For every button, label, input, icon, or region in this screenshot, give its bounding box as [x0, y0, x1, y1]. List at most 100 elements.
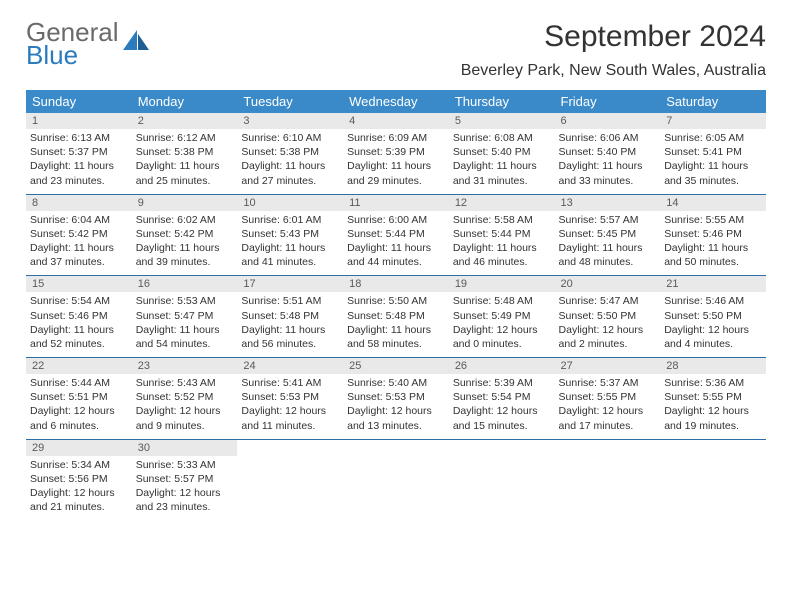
- day-cell: [237, 456, 343, 521]
- sunset-text: Sunset: 5:38 PM: [241, 145, 339, 159]
- day-number-row: 891011121314: [26, 194, 766, 211]
- day-cell: Sunrise: 5:39 AMSunset: 5:54 PMDaylight:…: [449, 374, 555, 439]
- daylight-line-1: Daylight: 12 hours: [453, 323, 551, 337]
- day-cell: Sunrise: 5:55 AMSunset: 5:46 PMDaylight:…: [660, 211, 766, 276]
- sunset-text: Sunset: 5:50 PM: [664, 309, 762, 323]
- sunrise-text: Sunrise: 5:48 AM: [453, 294, 551, 308]
- sunset-text: Sunset: 5:49 PM: [453, 309, 551, 323]
- daylight-line-1: Daylight: 11 hours: [347, 159, 445, 173]
- day-body-row: Sunrise: 5:44 AMSunset: 5:51 PMDaylight:…: [26, 374, 766, 439]
- sunset-text: Sunset: 5:38 PM: [136, 145, 234, 159]
- day-number: 19: [449, 276, 555, 293]
- sunrise-text: Sunrise: 5:37 AM: [559, 376, 657, 390]
- sunset-text: Sunset: 5:46 PM: [30, 309, 128, 323]
- sunrise-text: Sunrise: 5:39 AM: [453, 376, 551, 390]
- sunset-text: Sunset: 5:42 PM: [136, 227, 234, 241]
- day-number: 26: [449, 358, 555, 375]
- location-subtitle: Beverley Park, New South Wales, Australi…: [461, 62, 766, 80]
- day-number: 30: [132, 439, 238, 456]
- day-number: 25: [343, 358, 449, 375]
- weekday-header: Friday: [555, 90, 661, 113]
- day-number-row: 2930: [26, 439, 766, 456]
- daylight-line-2: and 25 minutes.: [136, 174, 234, 188]
- day-number: 24: [237, 358, 343, 375]
- daylight-line-2: and 48 minutes.: [559, 255, 657, 269]
- daylight-line-2: and 33 minutes.: [559, 174, 657, 188]
- daylight-line-1: Daylight: 12 hours: [664, 404, 762, 418]
- day-cell: Sunrise: 6:09 AMSunset: 5:39 PMDaylight:…: [343, 129, 449, 194]
- day-number: [237, 439, 343, 456]
- daylight-line-1: Daylight: 11 hours: [559, 159, 657, 173]
- sunrise-text: Sunrise: 5:58 AM: [453, 213, 551, 227]
- day-number: 21: [660, 276, 766, 293]
- weekday-header: Saturday: [660, 90, 766, 113]
- day-cell: Sunrise: 6:05 AMSunset: 5:41 PMDaylight:…: [660, 129, 766, 194]
- day-cell: Sunrise: 5:37 AMSunset: 5:55 PMDaylight:…: [555, 374, 661, 439]
- daylight-line-1: Daylight: 11 hours: [664, 241, 762, 255]
- sunset-text: Sunset: 5:53 PM: [347, 390, 445, 404]
- day-number: 16: [132, 276, 238, 293]
- sunrise-text: Sunrise: 6:13 AM: [30, 131, 128, 145]
- day-cell: Sunrise: 6:04 AMSunset: 5:42 PMDaylight:…: [26, 211, 132, 276]
- day-number: 13: [555, 194, 661, 211]
- day-cell: Sunrise: 5:46 AMSunset: 5:50 PMDaylight:…: [660, 292, 766, 357]
- day-number: 6: [555, 113, 661, 129]
- day-number-row: 15161718192021: [26, 276, 766, 293]
- day-cell: [660, 456, 766, 521]
- day-cell: Sunrise: 5:36 AMSunset: 5:55 PMDaylight:…: [660, 374, 766, 439]
- day-number: 4: [343, 113, 449, 129]
- sunset-text: Sunset: 5:54 PM: [453, 390, 551, 404]
- daylight-line-1: Daylight: 11 hours: [30, 241, 128, 255]
- sunrise-text: Sunrise: 6:08 AM: [453, 131, 551, 145]
- daylight-line-2: and 39 minutes.: [136, 255, 234, 269]
- day-number: 18: [343, 276, 449, 293]
- day-body-row: Sunrise: 6:04 AMSunset: 5:42 PMDaylight:…: [26, 211, 766, 276]
- day-number: 3: [237, 113, 343, 129]
- daylight-line-2: and 9 minutes.: [136, 419, 234, 433]
- day-number: [555, 439, 661, 456]
- sunrise-text: Sunrise: 6:06 AM: [559, 131, 657, 145]
- sunrise-text: Sunrise: 5:46 AM: [664, 294, 762, 308]
- sunrise-text: Sunrise: 5:54 AM: [30, 294, 128, 308]
- day-cell: Sunrise: 6:06 AMSunset: 5:40 PMDaylight:…: [555, 129, 661, 194]
- daylight-line-2: and 6 minutes.: [30, 419, 128, 433]
- sunrise-text: Sunrise: 6:02 AM: [136, 213, 234, 227]
- daylight-line-2: and 21 minutes.: [30, 500, 128, 514]
- day-number: 23: [132, 358, 238, 375]
- day-number: [660, 439, 766, 456]
- daylight-line-1: Daylight: 12 hours: [136, 486, 234, 500]
- daylight-line-1: Daylight: 11 hours: [136, 241, 234, 255]
- sunset-text: Sunset: 5:53 PM: [241, 390, 339, 404]
- daylight-line-1: Daylight: 11 hours: [347, 323, 445, 337]
- day-cell: Sunrise: 6:00 AMSunset: 5:44 PMDaylight:…: [343, 211, 449, 276]
- day-number: 8: [26, 194, 132, 211]
- day-cell: Sunrise: 6:13 AMSunset: 5:37 PMDaylight:…: [26, 129, 132, 194]
- day-number: 14: [660, 194, 766, 211]
- day-cell: Sunrise: 5:58 AMSunset: 5:44 PMDaylight:…: [449, 211, 555, 276]
- daylight-line-2: and 41 minutes.: [241, 255, 339, 269]
- sunset-text: Sunset: 5:44 PM: [453, 227, 551, 241]
- day-body-row: Sunrise: 6:13 AMSunset: 5:37 PMDaylight:…: [26, 129, 766, 194]
- daylight-line-1: Daylight: 11 hours: [664, 159, 762, 173]
- sunset-text: Sunset: 5:55 PM: [664, 390, 762, 404]
- day-cell: Sunrise: 6:10 AMSunset: 5:38 PMDaylight:…: [237, 129, 343, 194]
- sunset-text: Sunset: 5:44 PM: [347, 227, 445, 241]
- sunset-text: Sunset: 5:48 PM: [241, 309, 339, 323]
- daylight-line-2: and 13 minutes.: [347, 419, 445, 433]
- day-number: 28: [660, 358, 766, 375]
- day-cell: Sunrise: 5:41 AMSunset: 5:53 PMDaylight:…: [237, 374, 343, 439]
- day-cell: Sunrise: 5:44 AMSunset: 5:51 PMDaylight:…: [26, 374, 132, 439]
- daylight-line-1: Daylight: 11 hours: [453, 159, 551, 173]
- daylight-line-1: Daylight: 12 hours: [559, 323, 657, 337]
- daylight-line-2: and 27 minutes.: [241, 174, 339, 188]
- daylight-line-1: Daylight: 12 hours: [241, 404, 339, 418]
- month-title: September 2024: [461, 20, 766, 54]
- sunrise-text: Sunrise: 5:34 AM: [30, 458, 128, 472]
- day-number: 10: [237, 194, 343, 211]
- weekday-header: Thursday: [449, 90, 555, 113]
- daylight-line-1: Daylight: 11 hours: [347, 241, 445, 255]
- day-number-row: 1234567: [26, 113, 766, 129]
- day-number: 22: [26, 358, 132, 375]
- sunset-text: Sunset: 5:45 PM: [559, 227, 657, 241]
- daylight-line-2: and 23 minutes.: [30, 174, 128, 188]
